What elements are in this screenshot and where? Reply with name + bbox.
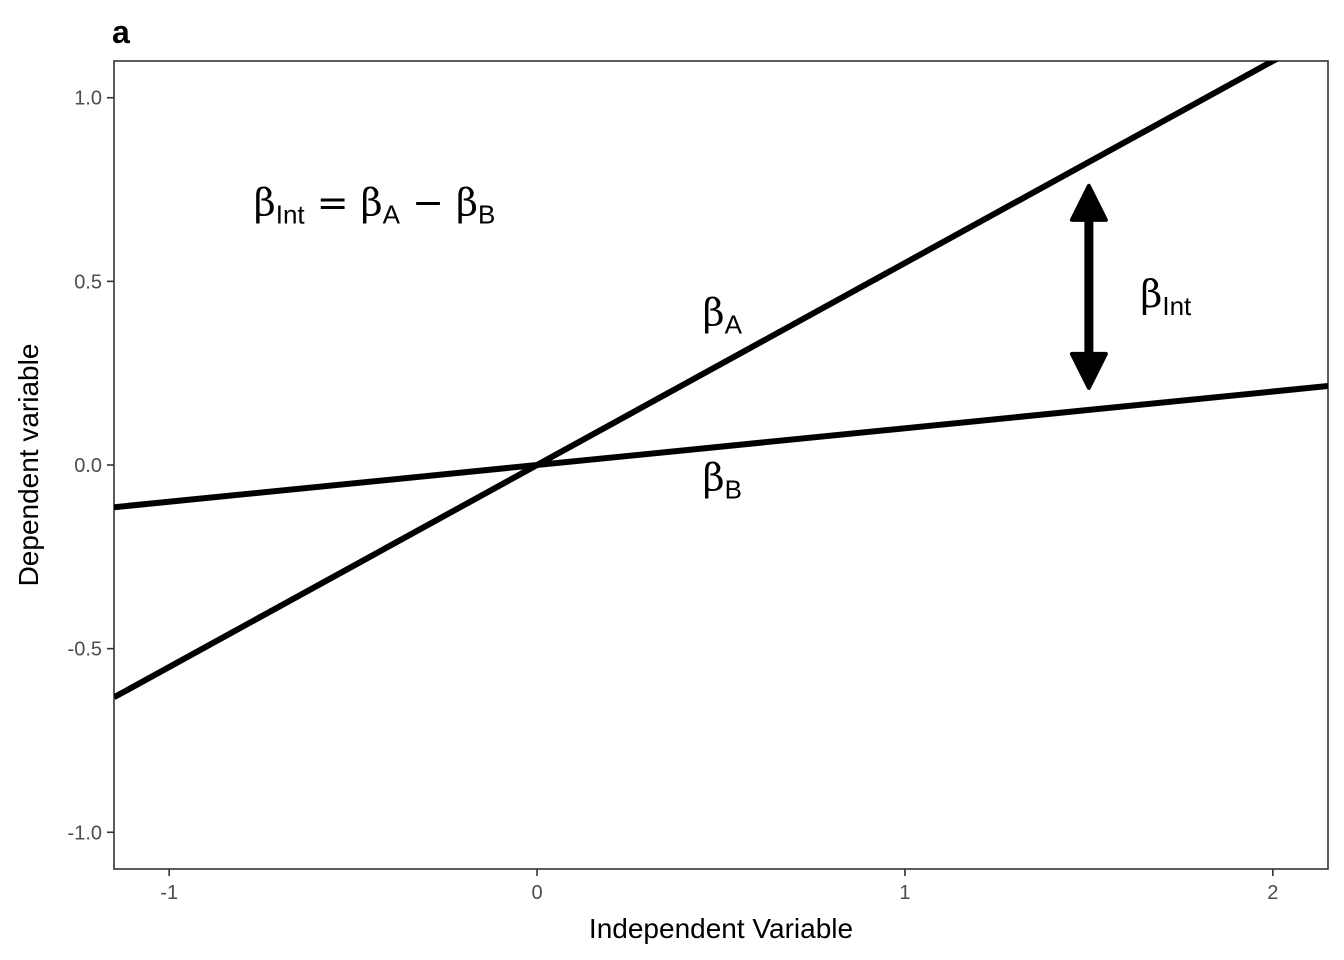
- arrow-head-down: [1069, 351, 1108, 390]
- y-tick-label: -1.0: [68, 822, 102, 844]
- y-tick-label: 0.5: [74, 271, 102, 293]
- x-tick-label: 1: [899, 882, 910, 904]
- x-tick-label: -1: [160, 882, 178, 904]
- panel-label: a: [112, 14, 130, 50]
- x-tick-label: 0: [531, 882, 542, 904]
- series-labels: βA βB: [703, 290, 743, 504]
- series-label-a: βA: [703, 290, 743, 339]
- x-axis: -1 0 1 2: [160, 869, 1278, 904]
- plot-panel: [113, 60, 1329, 870]
- y-axis-title: Dependent variable: [13, 344, 44, 587]
- series-label-b: βB: [703, 456, 742, 505]
- interaction-arrow: βInt: [1069, 183, 1192, 390]
- y-tick-label: 0.0: [74, 455, 102, 477]
- x-tick-label: 2: [1267, 882, 1278, 904]
- x-axis-title: Independent Variable: [589, 913, 853, 944]
- arrow-label: βInt: [1140, 272, 1192, 321]
- y-tick-label: -0.5: [68, 639, 102, 661]
- series-lines: [114, 61, 1328, 700]
- y-axis: -1.0 -0.5 0.0 0.5 1.0: [68, 88, 114, 844]
- y-tick-label: 1.0: [74, 88, 102, 110]
- arrow-head-up: [1069, 183, 1108, 222]
- series-line-a: [114, 61, 1280, 700]
- series-line-b: [114, 383, 1328, 511]
- equation-label: βInt = βA − βB: [254, 180, 496, 229]
